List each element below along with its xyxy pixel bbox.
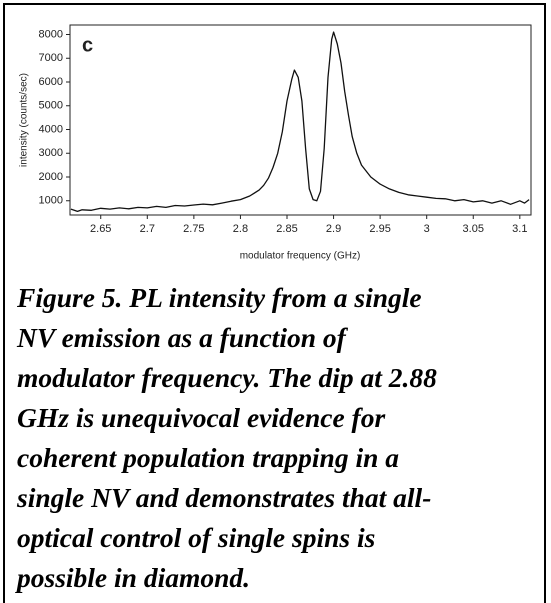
y-tick-label: 6000 [39, 76, 63, 88]
x-tick-label: 2.8 [233, 223, 248, 235]
y-tick-label: 8000 [39, 28, 63, 40]
y-axis-label: intensity (counts/sec) [19, 73, 30, 167]
chart: c modulator frequency (GHz) intensity (c… [19, 24, 532, 262]
x-tick-label: 3 [424, 223, 430, 235]
y-tick-label: 3000 [39, 147, 63, 159]
x-tick-label: 2.7 [140, 223, 155, 235]
x-tick-label: 2.75 [183, 223, 204, 235]
caption-line: modulator frequency. The dip at 2.88 [17, 362, 437, 393]
y-tick-label: 1000 [39, 195, 63, 207]
y-tick-label: 5000 [39, 100, 63, 112]
x-tick-label: 2.95 [369, 223, 390, 235]
caption-line: single NV and demonstrates that all- [17, 482, 432, 513]
caption-line: coherent population trapping in a [17, 442, 400, 473]
figure-frame [3, 3, 546, 603]
caption-line: GHz is unequivocal evidence for [17, 402, 386, 433]
data-line [70, 31, 530, 213]
caption-line: Figure 5. PL intensity from a single [17, 282, 422, 313]
y-tick-label: 4000 [39, 123, 63, 135]
panel-label: c [82, 34, 93, 56]
x-tick-label: 2.65 [90, 223, 111, 235]
y-tick-label: 2000 [39, 171, 63, 183]
x-tick-label: 3.1 [512, 223, 527, 235]
x-tick-label: 2.9 [326, 223, 341, 235]
y-tick-label: 7000 [39, 52, 63, 64]
caption-line: NV emission as a function of [17, 322, 346, 353]
x-tick-label: 2.85 [276, 223, 297, 235]
x-axis-label: modulator frequency (GHz) [240, 251, 361, 262]
figure-caption: Figure 5. PL intensity from a single NV e… [17, 278, 547, 598]
plot-frame [69, 24, 532, 216]
caption-line: possible in diamond. [17, 562, 251, 593]
x-tick-label: 3.05 [463, 223, 484, 235]
caption-line: optical control of single spins is [17, 522, 376, 553]
